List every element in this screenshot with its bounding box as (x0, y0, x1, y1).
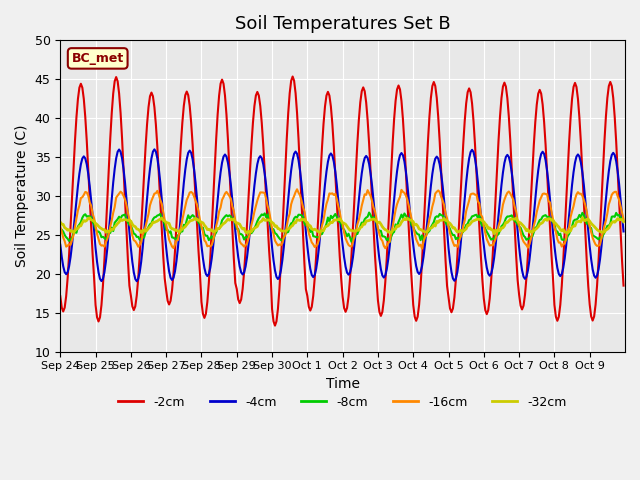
-32cm (490, 231, 498, 237)
X-axis label: Time: Time (326, 377, 360, 391)
-2cm (620, 283, 627, 288)
-4cm (150, 146, 158, 152)
Line: -8cm: -8cm (60, 213, 623, 242)
-2cm (545, 197, 552, 203)
-4cm (76, 171, 83, 177)
-16cm (93, 231, 101, 237)
Legend: -2cm, -4cm, -8cm, -16cm, -32cm: -2cm, -4cm, -8cm, -16cm, -32cm (113, 391, 572, 414)
Line: -16cm: -16cm (60, 189, 623, 249)
-8cm (386, 239, 394, 245)
-8cm (76, 222, 83, 228)
Y-axis label: Soil Temperature (C): Soil Temperature (C) (15, 125, 29, 267)
-32cm (579, 215, 586, 220)
-8cm (618, 215, 626, 221)
-16cm (545, 198, 552, 204)
-4cm (620, 228, 627, 234)
-2cm (56, 293, 64, 299)
Line: -2cm: -2cm (60, 76, 623, 325)
-2cm (93, 314, 101, 320)
-8cm (346, 234, 354, 240)
-8cm (56, 226, 64, 232)
-32cm (620, 219, 627, 225)
-4cm (461, 195, 468, 201)
-32cm (346, 228, 354, 233)
-16cm (76, 203, 83, 208)
-32cm (93, 222, 101, 228)
-8cm (365, 210, 373, 216)
-32cm (76, 223, 83, 229)
-4cm (349, 254, 356, 260)
-4cm (56, 242, 64, 248)
-4cm (93, 259, 101, 264)
-16cm (620, 216, 627, 222)
-8cm (545, 214, 552, 220)
Text: BC_met: BC_met (72, 52, 124, 65)
-16cm (618, 210, 626, 216)
-8cm (461, 226, 468, 232)
-32cm (458, 228, 465, 234)
Line: -32cm: -32cm (60, 217, 623, 234)
-32cm (56, 219, 64, 225)
-2cm (76, 85, 83, 91)
-8cm (93, 229, 101, 235)
Line: -4cm: -4cm (60, 149, 623, 281)
-2cm (271, 323, 279, 328)
-4cm (545, 180, 552, 186)
-32cm (618, 216, 626, 222)
-2cm (289, 73, 296, 79)
-2cm (618, 258, 626, 264)
-2cm (349, 226, 356, 231)
-16cm (418, 246, 426, 252)
-16cm (293, 186, 301, 192)
-16cm (56, 224, 64, 229)
-32cm (543, 217, 551, 223)
-4cm (133, 278, 141, 284)
-16cm (348, 243, 355, 249)
-2cm (461, 118, 468, 124)
-16cm (461, 218, 468, 224)
Title: Soil Temperatures Set B: Soil Temperatures Set B (235, 15, 451, 33)
-8cm (620, 218, 627, 224)
-4cm (618, 213, 626, 218)
